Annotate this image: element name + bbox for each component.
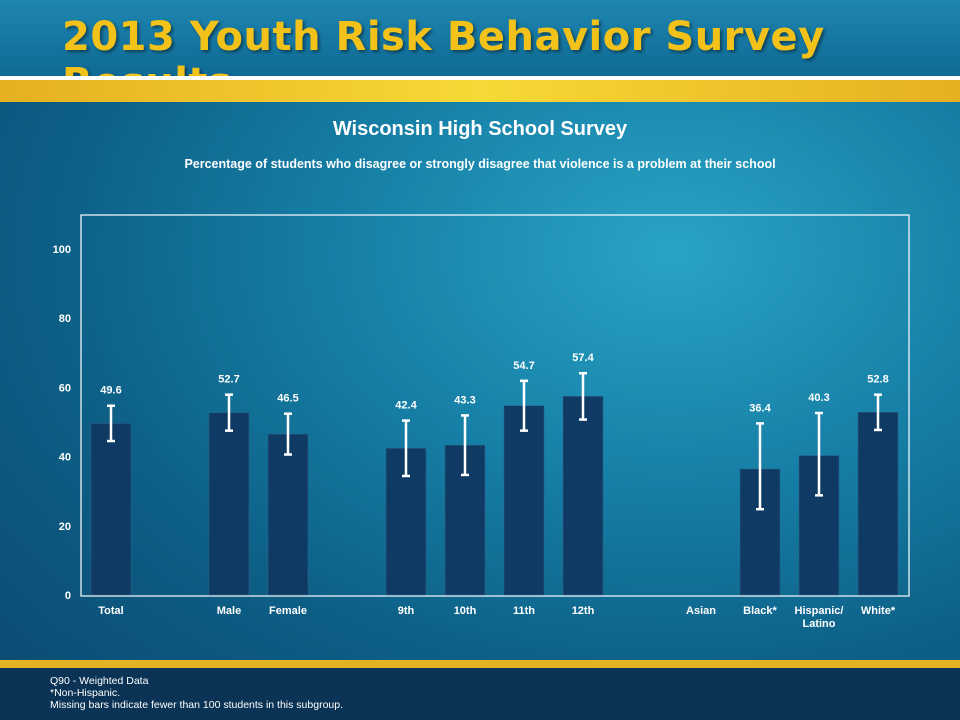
y-tick-label: 40 — [59, 452, 71, 464]
data-label: 54.7 — [513, 360, 534, 372]
banner-title: 2013 Youth Risk Behavior Survey Results — [62, 14, 825, 106]
data-label: 52.7 — [218, 374, 239, 386]
bar — [90, 423, 132, 596]
data-label: 57.4 — [572, 352, 594, 364]
plot-frame — [80, 214, 910, 597]
x-tick-label: Male — [217, 605, 241, 617]
x-tick-label: 12th — [572, 605, 595, 617]
title-banner: 2013 Youth Risk Behavior Survey Results — [0, 0, 960, 106]
footnote-weighted: Q90 - Weighted Data — [50, 675, 149, 687]
x-tick-label: 10th — [454, 605, 477, 617]
x-tick-label: Female — [269, 605, 307, 617]
footer-notes: Q90 - Weighted Data *Non-Hispanic. Missi… — [50, 675, 343, 711]
data-label: 36.4 — [749, 402, 771, 414]
banner-divider-gold — [0, 80, 960, 102]
footer-bar: Q90 - Weighted Data *Non-Hispanic. Missi… — [0, 660, 960, 720]
bar — [857, 412, 899, 596]
data-label: 46.5 — [277, 393, 298, 405]
footnote-non-hispanic: *Non-Hispanic. — [50, 687, 121, 699]
bar — [267, 433, 309, 596]
chart-title: Wisconsin High School Survey — [332, 118, 628, 140]
x-tick-label: Black* — [743, 605, 777, 617]
bar — [503, 405, 545, 596]
y-tick-label: 80 — [59, 313, 71, 325]
banner-divider-white — [0, 76, 960, 80]
x-tick-label: White* — [861, 605, 896, 617]
data-label: 49.6 — [100, 385, 121, 397]
x-tick-label: Latino — [803, 618, 836, 630]
data-label: 40.3 — [808, 392, 829, 404]
bar — [562, 396, 604, 596]
y-tick-label: 0 — [65, 590, 71, 602]
footer-gold-stripe — [0, 660, 960, 668]
footnote-missing-bars: Missing bars indicate fewer than 100 stu… — [50, 699, 344, 711]
y-tick-label: 100 — [53, 244, 71, 256]
data-label: 43.3 — [454, 394, 475, 406]
x-tick-label: Hispanic/ — [795, 605, 844, 617]
bar — [208, 412, 250, 596]
data-label: 52.8 — [867, 374, 888, 386]
y-tick-label: 20 — [59, 521, 71, 533]
x-tick-label: Asian — [686, 605, 716, 617]
data-label: 42.4 — [395, 400, 417, 412]
x-tick-label: Total — [98, 605, 123, 617]
chart-subtitle: Percentage of students who disagree or s… — [184, 157, 776, 171]
x-tick-label: 11th — [513, 605, 535, 617]
x-tick-label: 9th — [398, 605, 415, 617]
y-tick-label: 60 — [59, 382, 71, 394]
